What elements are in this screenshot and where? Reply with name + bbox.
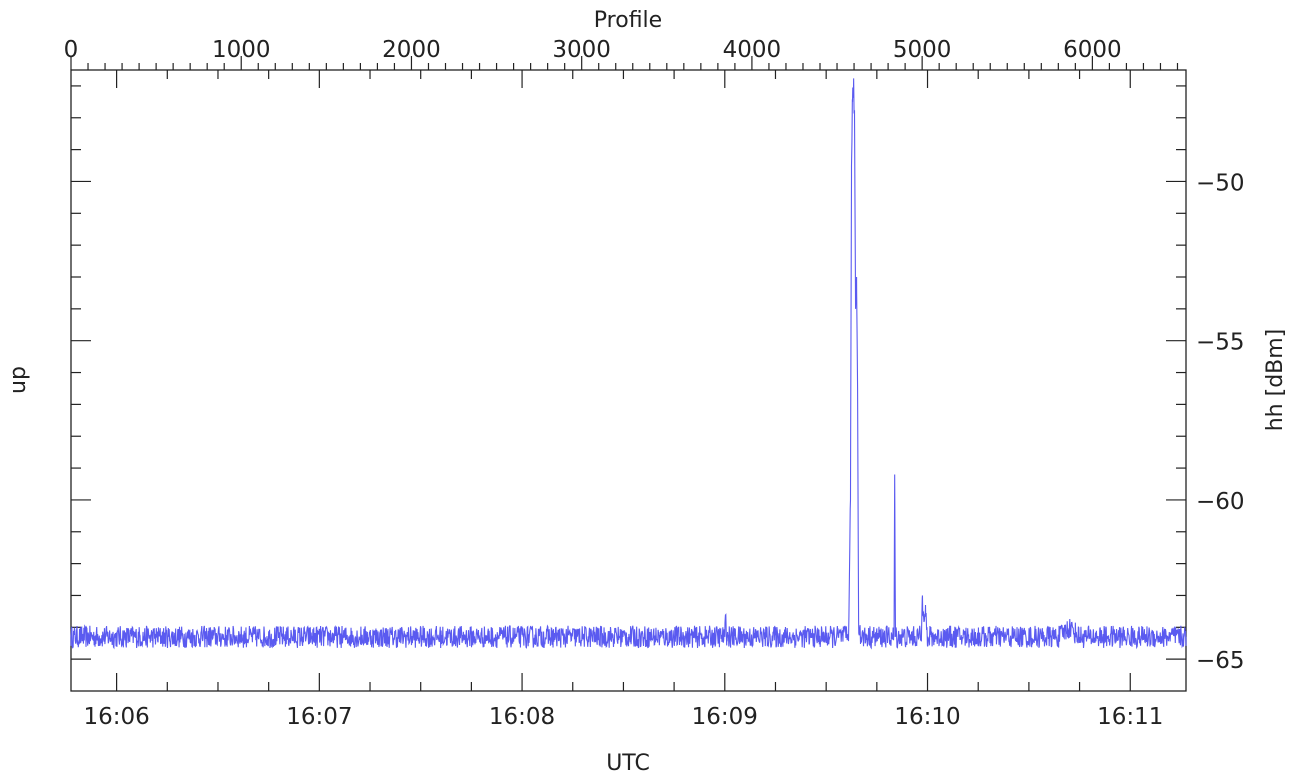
y-tick-label: −55 xyxy=(1196,330,1245,356)
x2-tick-label: 0 xyxy=(64,37,79,63)
x2-tick-label: 1000 xyxy=(212,37,271,63)
x-tick-label: 16:10 xyxy=(894,704,960,730)
x2-tick-label: 5000 xyxy=(893,37,952,63)
x2-axis-title: Profile xyxy=(594,8,662,33)
y-axis-title-right: hh [dBm] xyxy=(1263,329,1288,432)
x-tick-label: 16:09 xyxy=(692,704,758,730)
x2-tick-label: 2000 xyxy=(382,37,441,63)
plot-frame xyxy=(70,69,1187,692)
x2-tick-label: 6000 xyxy=(1063,37,1122,63)
series-line xyxy=(70,78,1187,650)
x2-tick-label: 4000 xyxy=(723,37,782,63)
y-tick-label: −60 xyxy=(1196,489,1245,515)
x-axis-title: UTC xyxy=(606,751,650,776)
x-tick-label: 16:07 xyxy=(286,704,352,730)
x-tick-label: 16:06 xyxy=(83,704,149,730)
y-tick-label: −50 xyxy=(1196,170,1245,196)
x-tick-label: 16:11 xyxy=(1097,704,1163,730)
y-axis-title-left: up xyxy=(6,366,31,394)
tick-labels: 16:06 16:07 16:08 16:09 16:10 16:11 0 1000 2000 3… xyxy=(64,37,1245,730)
x-tick-label: 16:08 xyxy=(489,704,555,730)
y-tick-label: −65 xyxy=(1196,648,1245,674)
x2-tick-label: 3000 xyxy=(552,37,611,63)
tick-marks xyxy=(70,56,1186,691)
